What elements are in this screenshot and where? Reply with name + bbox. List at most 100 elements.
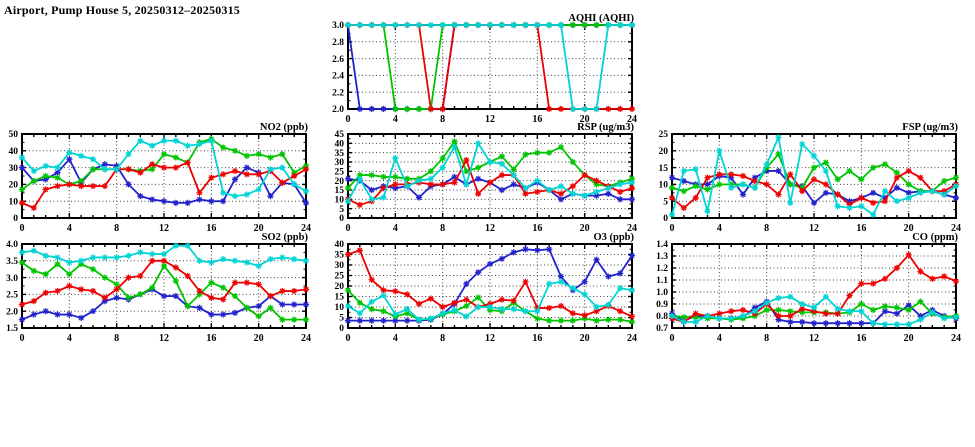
- y-tick-label: 30: [9, 164, 19, 174]
- x-tick-label: 16: [206, 333, 216, 344]
- page-title: Airport, Pump House 5, 20250312–20250315: [4, 3, 240, 17]
- x-tick-label: 20: [580, 333, 590, 344]
- y-tick-label: 3.0: [332, 21, 344, 31]
- y-tick-label: 1.4: [656, 240, 668, 250]
- x-tick-label: 12: [485, 114, 495, 125]
- chart-co: 0.7 0.8 0.9 1.0 1.1 1.2 1.3 1.4 0 4 8 12 16 20 24 CO (p…: [644, 228, 974, 350]
- x-tick-label: 12: [485, 333, 495, 344]
- plot-border: [671, 243, 957, 329]
- y-tick-label: 20: [335, 177, 345, 187]
- series-markers-cyan: [668, 293, 960, 328]
- x-tick-label: 4: [717, 333, 722, 344]
- x-tick-label: 8: [440, 333, 445, 344]
- y-tick-label: 2.0: [6, 307, 18, 317]
- y-tick-label: 35: [335, 251, 345, 261]
- series-markers-cyan: [18, 137, 310, 200]
- chart-fsp: 0 5 10 15 20 25 0 4 8 12 16 20 24 FSP (ug/m3): [644, 118, 974, 240]
- x-tick-label: 12: [159, 333, 169, 344]
- y-tick-label: 0: [339, 214, 344, 224]
- y-tick-label: 3.5: [6, 257, 18, 267]
- chart-title-rsp: RSP (ug/m3): [577, 122, 634, 133]
- x-tick-label: 24: [627, 114, 637, 125]
- chart-no2: 0 10 20 30 40 50 0 4 8 12 16 20 24 NO2 (ppb): [0, 118, 324, 240]
- y-tick-label: 40: [335, 140, 345, 150]
- x-tick-label: 16: [532, 114, 542, 125]
- x-tick-label: 4: [393, 333, 398, 344]
- chart-rsp: 0 5 10 15 20 25 30 35 40 45 0 4 8 12 16 20 24 RSP (ug/m3): [320, 118, 650, 240]
- x-tick-label: 4: [67, 223, 72, 234]
- x-tick-label: 12: [809, 333, 819, 344]
- x-tick-label: 0: [670, 223, 675, 234]
- y-tick-label: 20: [659, 147, 669, 157]
- chart-canvas-co: 0.7 0.8 0.9 1.0 1.1 1.2 1.3 1.4 0 4 8 12 16 20 24 CO (p…: [656, 232, 961, 344]
- y-tick-label: 5: [339, 205, 344, 215]
- x-tick-label: 12: [159, 223, 169, 234]
- y-tick-label: 4.0: [6, 240, 18, 250]
- x-tick-label: 12: [485, 223, 495, 234]
- x-tick-label: 16: [532, 333, 542, 344]
- plot-border: [21, 133, 307, 219]
- x-tick-label: 8: [764, 333, 769, 344]
- y-tick-label: 5: [663, 197, 668, 207]
- y-tick-label: 50: [9, 130, 19, 140]
- chart-canvas-fsp: 0 5 10 15 20 25 0 4 8 12 16 20 24 FSP (ug/m3): [659, 122, 962, 234]
- chart-so2: 1.5 2.0 2.5 3.0 3.5 4.0 0 4 8 12 16 20 24 SO2 (ppb): [0, 228, 324, 350]
- series-markers-cyan: [344, 278, 636, 323]
- x-tick-label: 20: [580, 223, 590, 234]
- x-tick-label: 24: [301, 223, 311, 234]
- plot-border: [21, 243, 307, 329]
- y-tick-label: 30: [335, 158, 345, 168]
- x-tick-label: 0: [346, 114, 351, 125]
- x-tick-label: 20: [904, 333, 914, 344]
- y-tick-label: 15: [335, 293, 345, 303]
- y-tick-label: 1.5: [6, 324, 18, 334]
- y-tick-label: 2.8: [332, 38, 344, 48]
- x-tick-label: 0: [20, 333, 25, 344]
- y-tick-label: 40: [9, 147, 19, 157]
- x-tick-label: 20: [254, 223, 264, 234]
- y-tick-label: 1.1: [656, 276, 668, 286]
- y-tick-label: 0: [663, 214, 668, 224]
- x-tick-label: 24: [627, 333, 637, 344]
- x-tick-label: 0: [20, 223, 25, 234]
- y-tick-label: 2.0: [332, 105, 344, 115]
- y-tick-label: 2.5: [6, 291, 18, 301]
- y-tick-label: 30: [335, 261, 345, 271]
- x-tick-label: 20: [904, 223, 914, 234]
- chart-title-aqhi: AQHI (AQHI): [568, 13, 634, 24]
- x-tick-label: 0: [346, 333, 351, 344]
- chart-title-fsp: FSP (ug/m3): [902, 122, 958, 133]
- series-markers-cyan: [18, 242, 310, 269]
- y-tick-label: 0: [339, 324, 344, 334]
- chart-canvas-aqhi: 2.0 2.2 2.4 2.6 2.8 3.0 0 4 8 12 16 20 24 AQHI (AQHI): [332, 13, 637, 125]
- y-tick-label: 25: [335, 168, 345, 178]
- y-tick-label: 0.7: [656, 324, 668, 334]
- y-tick-label: 25: [659, 130, 669, 140]
- y-tick-label: 1.2: [656, 264, 668, 274]
- chart-canvas-so2: 1.5 2.0 2.5 3.0 3.5 4.0 0 4 8 12 16 20 24 SO2 (ppb): [6, 232, 311, 344]
- x-tick-label: 8: [440, 114, 445, 125]
- chart-o3: 0 5 10 15 20 25 30 35 40 0 4 8 12 16 20 24 O3 (ppb): [320, 228, 650, 350]
- y-tick-label: 1.0: [656, 288, 668, 298]
- y-tick-label: 15: [659, 164, 669, 174]
- y-tick-label: 10: [9, 197, 19, 207]
- chart-aqhi: 2.0 2.2 2.4 2.6 2.8 3.0 0 4 8 12 16 20 24 AQHI (AQHI): [320, 9, 650, 131]
- y-tick-label: 3.0: [6, 274, 18, 284]
- y-tick-label: 35: [335, 149, 345, 159]
- x-tick-label: 8: [114, 333, 119, 344]
- series-markers-green: [18, 259, 310, 323]
- x-tick-label: 8: [114, 223, 119, 234]
- x-tick-label: 4: [393, 223, 398, 234]
- y-tick-label: 15: [335, 186, 345, 196]
- x-tick-label: 20: [254, 333, 264, 344]
- x-tick-label: 4: [717, 223, 722, 234]
- series-markers-cyan: [344, 21, 636, 113]
- series-markers-green: [18, 135, 310, 193]
- y-tick-label: 0.8: [656, 312, 668, 322]
- x-tick-label: 0: [346, 223, 351, 234]
- y-tick-label: 20: [335, 282, 345, 292]
- y-tick-label: 2.6: [332, 55, 344, 65]
- series-markers-cyan: [344, 140, 636, 205]
